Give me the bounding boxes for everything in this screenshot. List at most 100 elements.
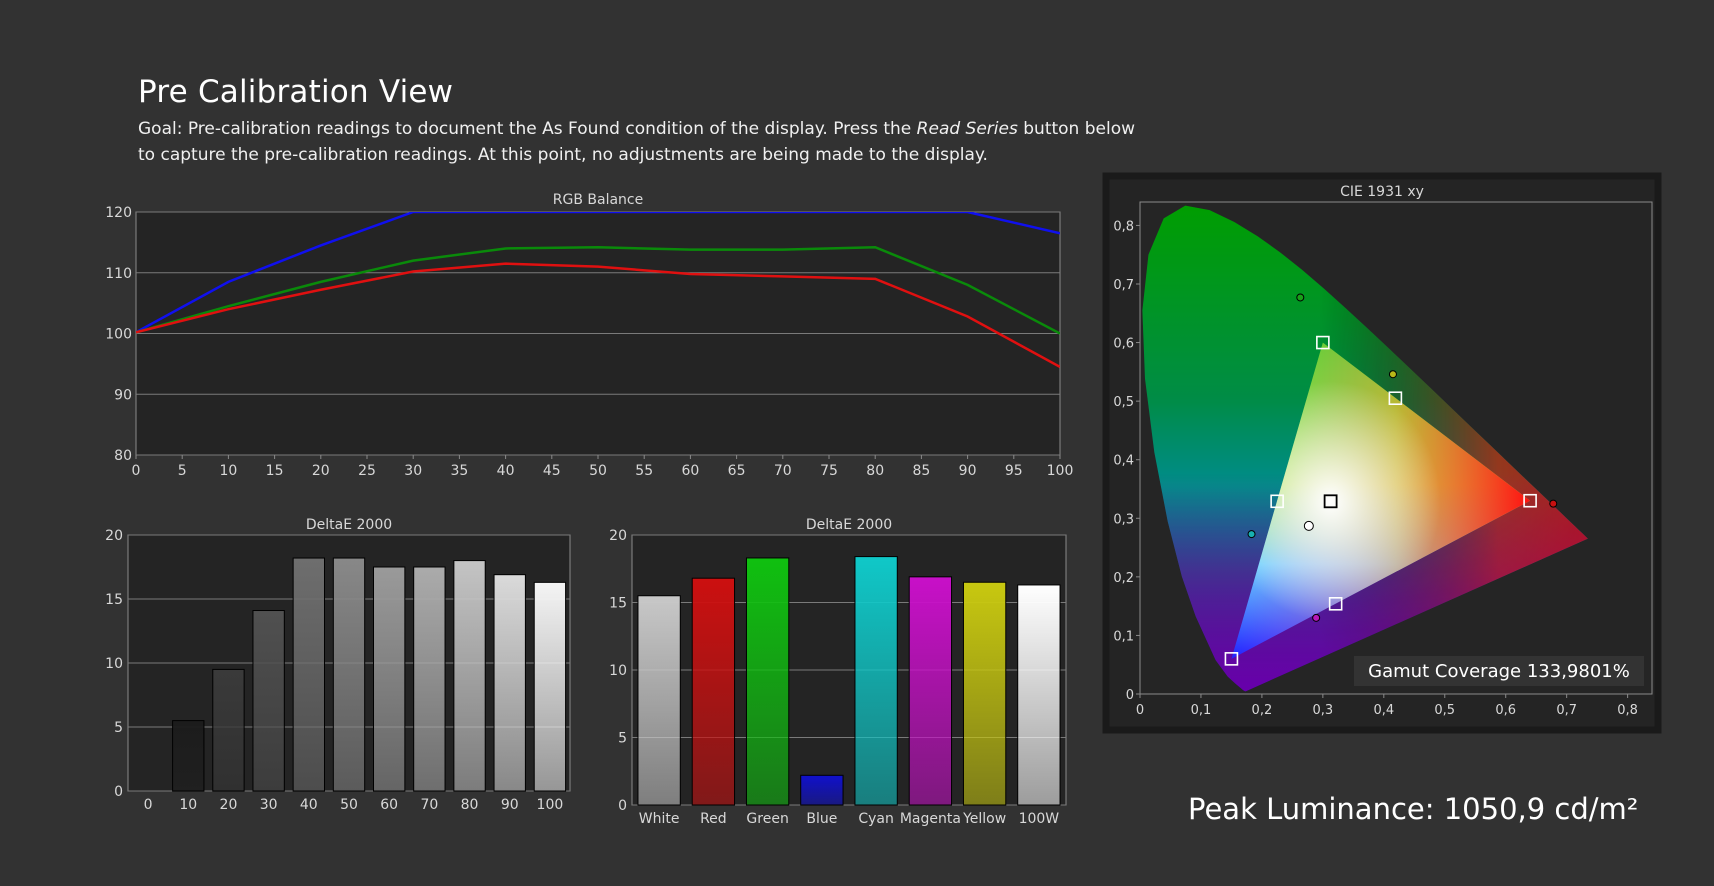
x-tick-label: Magenta [900,811,961,827]
x-tick-label: 0,8 [1617,703,1638,718]
x-tick-label: 15 [266,463,284,479]
x-tick-label: 60 [380,797,398,813]
peak-luminance: Peak Luminance: 1050,9 cd/m² [1188,792,1639,826]
y-tick-label: 20 [105,528,123,544]
y-tick-label: 15 [609,596,627,612]
x-tick-label: 30 [260,797,278,813]
y-tick-label: 10 [609,663,627,679]
y-tick-label: 90 [114,387,132,403]
x-tick-label: 90 [501,797,519,813]
x-tick-label: 40 [300,797,318,813]
bar-60 [373,566,406,792]
x-tick-label: 0 [144,797,153,813]
y-tick-label: 0,7 [1113,278,1134,293]
bar-90 [493,574,526,792]
x-tick-label: 0 [132,463,141,479]
y-tick-label: 110 [105,266,132,282]
goal-text-end: button below to capture the pre-calibrat… [138,119,1136,165]
x-tick-label: 70 [774,463,792,479]
x-tick-label: 80 [461,797,479,813]
gamut-coverage-label: Gamut Coverage 133,9801% [1368,661,1630,682]
x-tick-label: White [639,811,680,827]
goal-text-start: Goal: Pre-calibration readings to docume… [138,119,917,139]
x-tick-label: 60 [681,463,699,479]
measured-point-3 [1312,613,1321,622]
bar-70 [413,566,446,792]
x-tick-label: 5 [178,463,187,479]
y-tick-label: 15 [105,592,123,608]
y-tick-label: 5 [618,731,627,747]
target-square-5 [1388,391,1403,406]
bar-50 [332,557,366,792]
cie-1931-chart: CIE 1931 xy 0 0,1 0,2 0,3 0,4 0,5 0,6 0,7 0,8 0 0,1… [1102,172,1662,734]
target-square-4 [1328,596,1343,611]
x-tick-label: 55 [635,463,653,479]
y-tick-label: 0 [1126,688,1134,703]
measured-point-4 [1388,370,1397,379]
bar-Red [691,577,736,806]
chart-title: DeltaE 2000 [306,517,392,533]
y-tick-label: 0,5 [1113,395,1134,410]
y-tick-label: 0 [618,798,627,814]
y-tick-label: 0,8 [1113,219,1134,234]
x-tick-label: 80 [866,463,884,479]
x-tick-label: 0,7 [1556,703,1577,718]
y-tick-label: 5 [114,720,123,736]
y-tick-label: 0,2 [1113,571,1134,586]
bar-30 [252,610,285,792]
bar-Cyan [854,556,898,806]
white-target-square [1323,494,1338,509]
y-tick-label: 0,4 [1113,454,1134,469]
chart-title: RGB Balance [553,192,643,208]
x-tick-label: 35 [450,463,468,479]
chart-title: CIE 1931 xy [1340,184,1424,200]
rgb-balance-chart: RGB Balance 80 90 100 110 120 0 5 10 15 20 25 30 35 40… [105,192,1074,479]
x-tick-label: Red [700,811,727,827]
x-tick-label: 100 [1047,463,1074,479]
y-tick-label: 120 [105,205,132,221]
color-deltae-chart: DeltaE 2000 0 5 10 15 20 White Red Green Blue Cyan… [609,517,1067,827]
bar-20 [212,668,245,792]
x-tick-label: 20 [220,797,238,813]
target-square-0 [1523,493,1537,508]
measured-point-0 [1549,499,1558,508]
bar-40 [292,557,325,792]
y-tick-label: 80 [114,448,132,464]
x-tick-label: 0,2 [1252,703,1273,718]
x-tick-label: 10 [179,797,197,813]
x-tick-label: 25 [358,463,376,479]
series-line-2 [136,262,1060,369]
x-tick-label: 45 [543,463,561,479]
bar-Yellow [962,581,1007,806]
x-tick-label: 0 [1136,703,1144,718]
x-tick-label: 85 [912,463,930,479]
x-tick-label: 95 [1005,463,1023,479]
y-tick-label: 20 [609,528,627,544]
grayscale-deltae-chart: DeltaE 2000 0 5 10 15 20 0 10 20 30 40 50 60 70 80 90 10… [105,517,571,813]
x-tick-label: 90 [959,463,977,479]
bar-100W [1017,584,1061,806]
bar-Magenta [908,576,953,806]
chart-title: DeltaE 2000 [806,517,892,533]
bar-Blue [800,774,844,806]
y-tick-label: 10 [105,656,123,672]
bar-10 [172,720,205,792]
x-tick-label: Cyan [858,811,894,827]
x-tick-label: 0,3 [1313,703,1334,718]
bar-White [637,595,681,806]
y-tick-label: 0,6 [1113,337,1134,352]
y-tick-label: 0 [114,784,123,800]
y-tick-label: 100 [105,327,132,343]
x-tick-label: 70 [420,797,438,813]
goal-text: Goal: Pre-calibration readings to docume… [138,116,1148,168]
x-tick-label: Blue [806,811,837,827]
x-tick-label: 100W [1019,811,1060,827]
x-tick-label: Yellow [962,811,1006,827]
series-line-1 [136,245,1060,335]
x-tick-label: 100 [537,797,564,813]
goal-read-series: Read Series [916,119,1018,139]
measured-point-5 [1303,520,1314,531]
x-tick-label: 40 [497,463,515,479]
x-tick-label: 50 [340,797,358,813]
bar-100 [533,581,567,792]
